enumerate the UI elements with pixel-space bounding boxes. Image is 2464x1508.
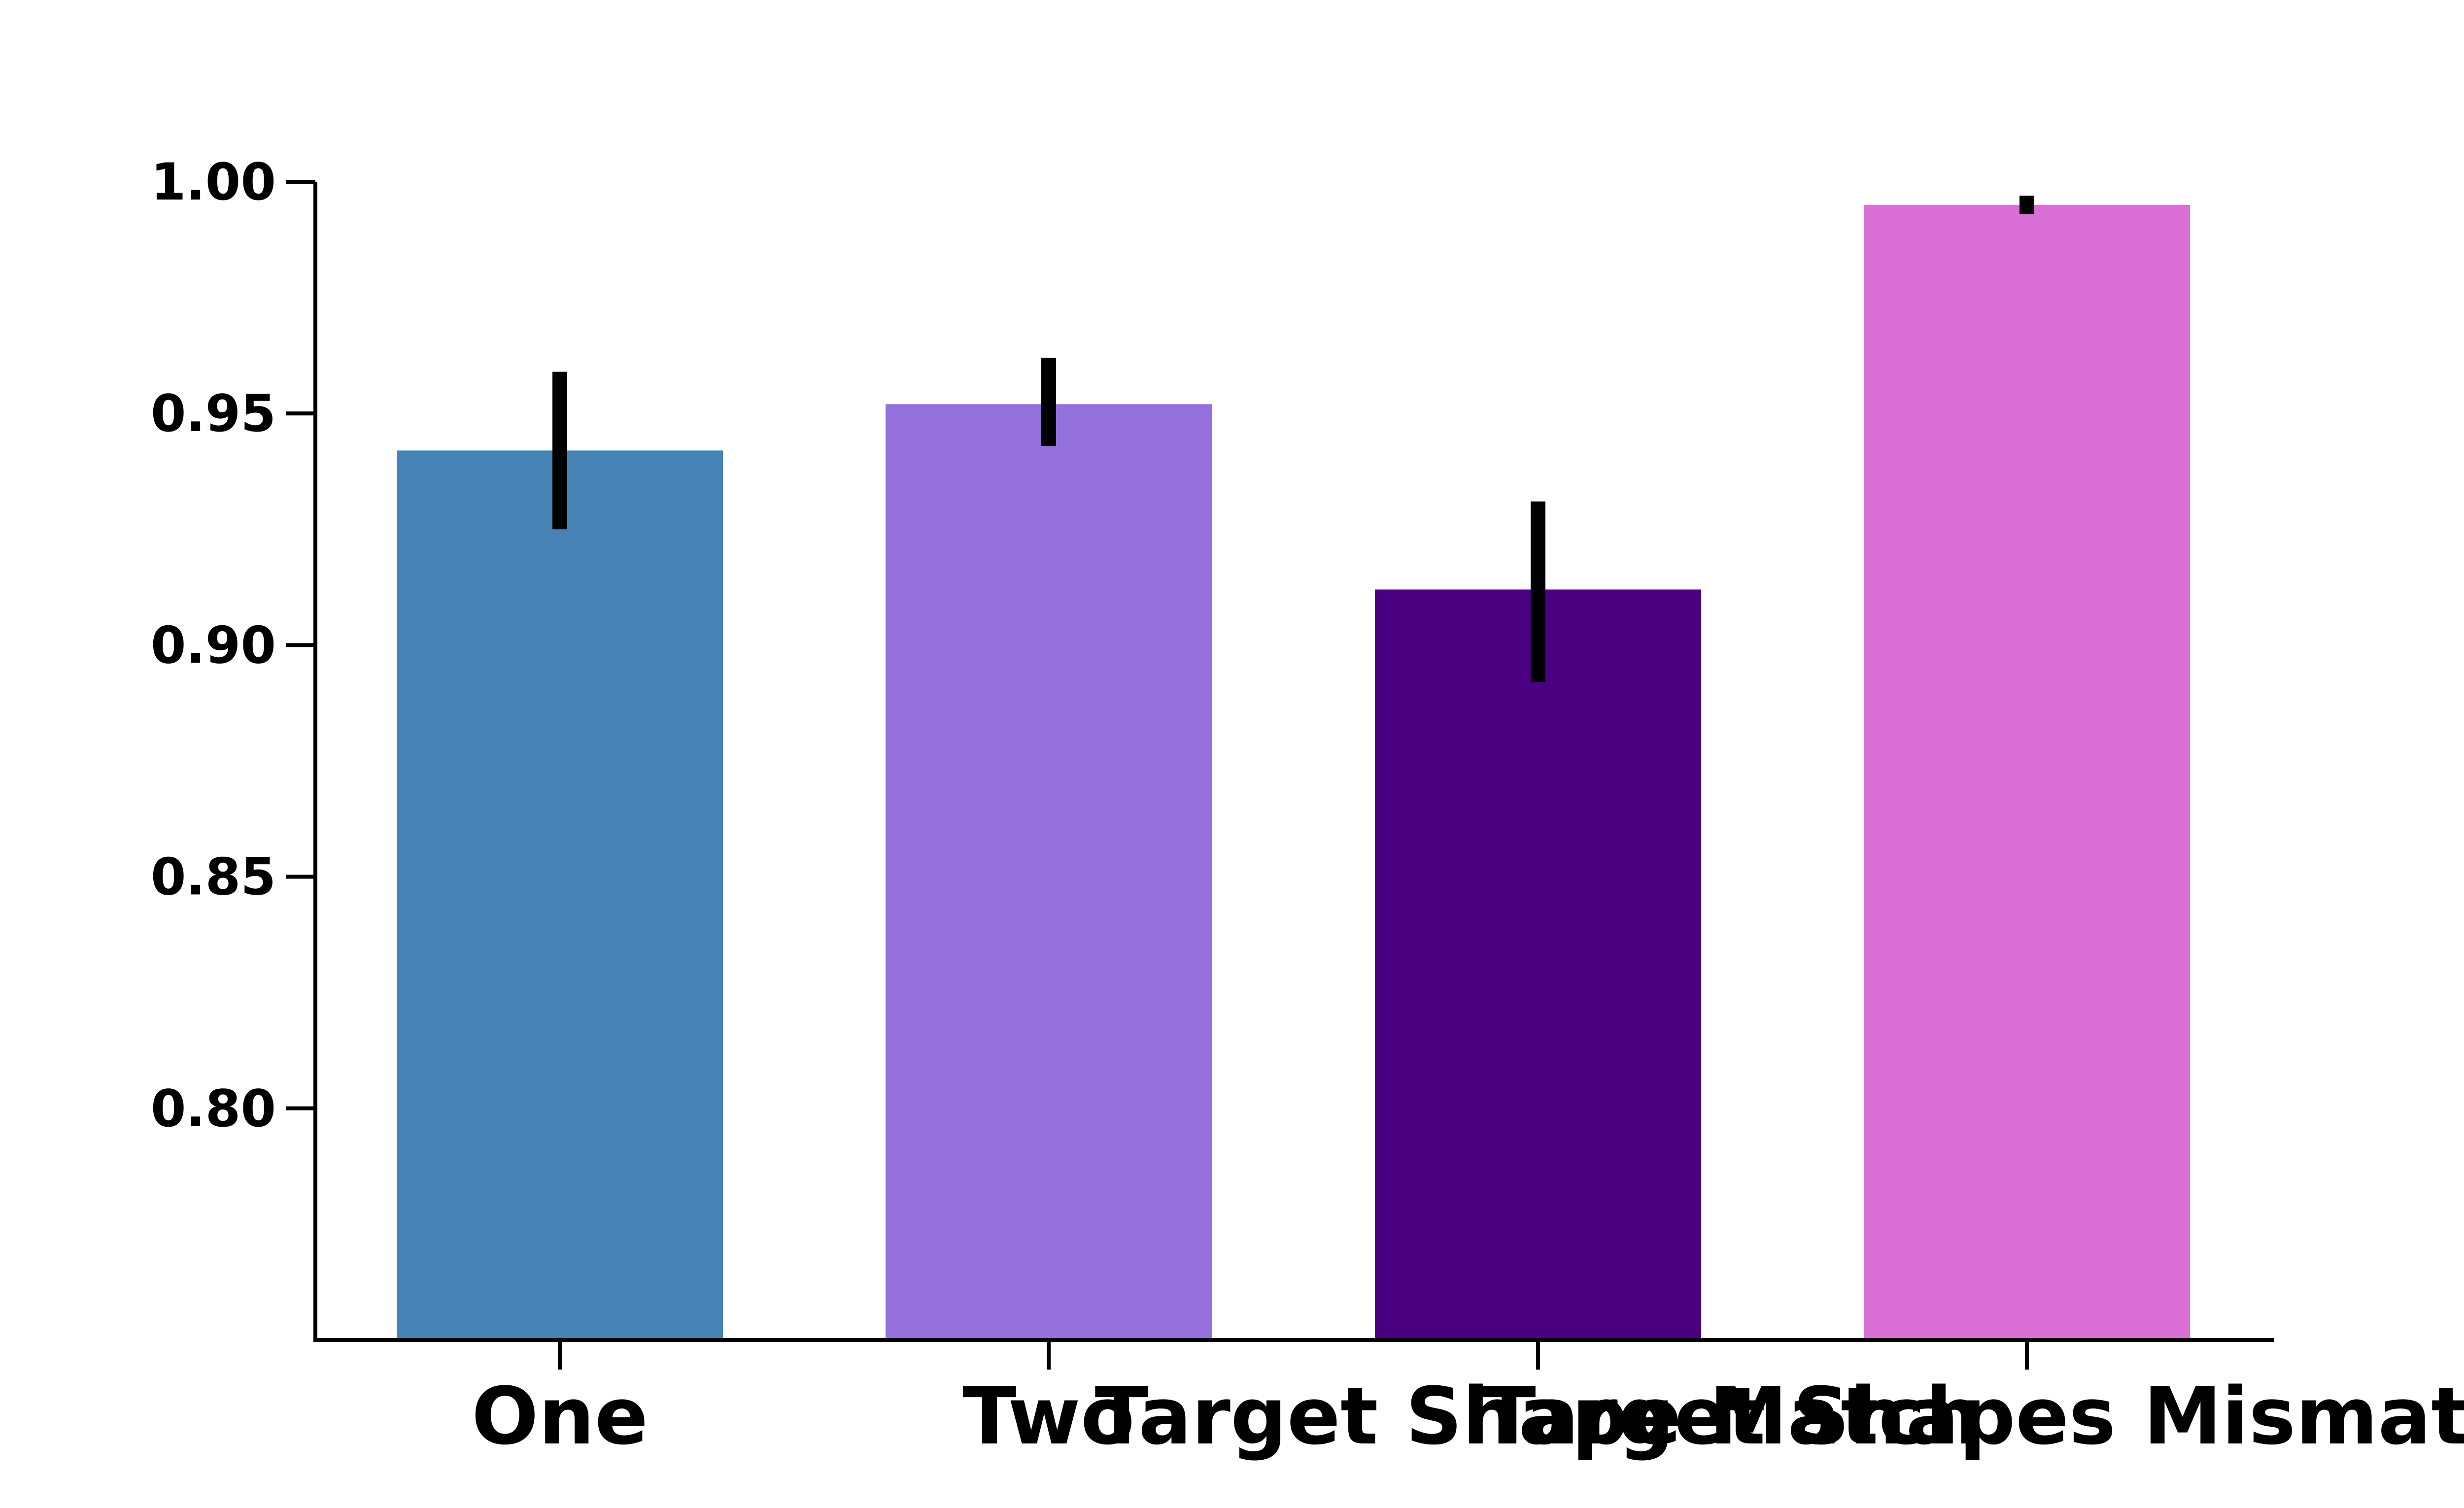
y-tick-label: 1.00	[151, 153, 276, 212]
y-tick-label: 0.80	[151, 1079, 276, 1139]
bar-3	[1375, 589, 1701, 1340]
x-tick-label: Two	[962, 1370, 1134, 1462]
bar-1	[397, 450, 723, 1340]
x-tick-label: Target Shape Match	[1095, 1370, 1982, 1462]
y-tick-label: 0.95	[151, 384, 276, 443]
y-tick-label: 0.85	[151, 848, 276, 907]
bars-layer	[397, 205, 2190, 1340]
bar-4	[1864, 205, 2190, 1340]
y-ticks: 0.80 0.85 0.90 0.95 1.00	[151, 153, 315, 1139]
bar-2	[886, 404, 1212, 1340]
axes-layer	[313, 182, 2274, 1342]
x-tick-label: Target Shapes Mismatch	[1482, 1370, 2464, 1462]
x-tick-label: One	[472, 1370, 648, 1462]
errorbars-layer	[552, 196, 2034, 682]
y-tick-label: 0.90	[151, 616, 276, 675]
